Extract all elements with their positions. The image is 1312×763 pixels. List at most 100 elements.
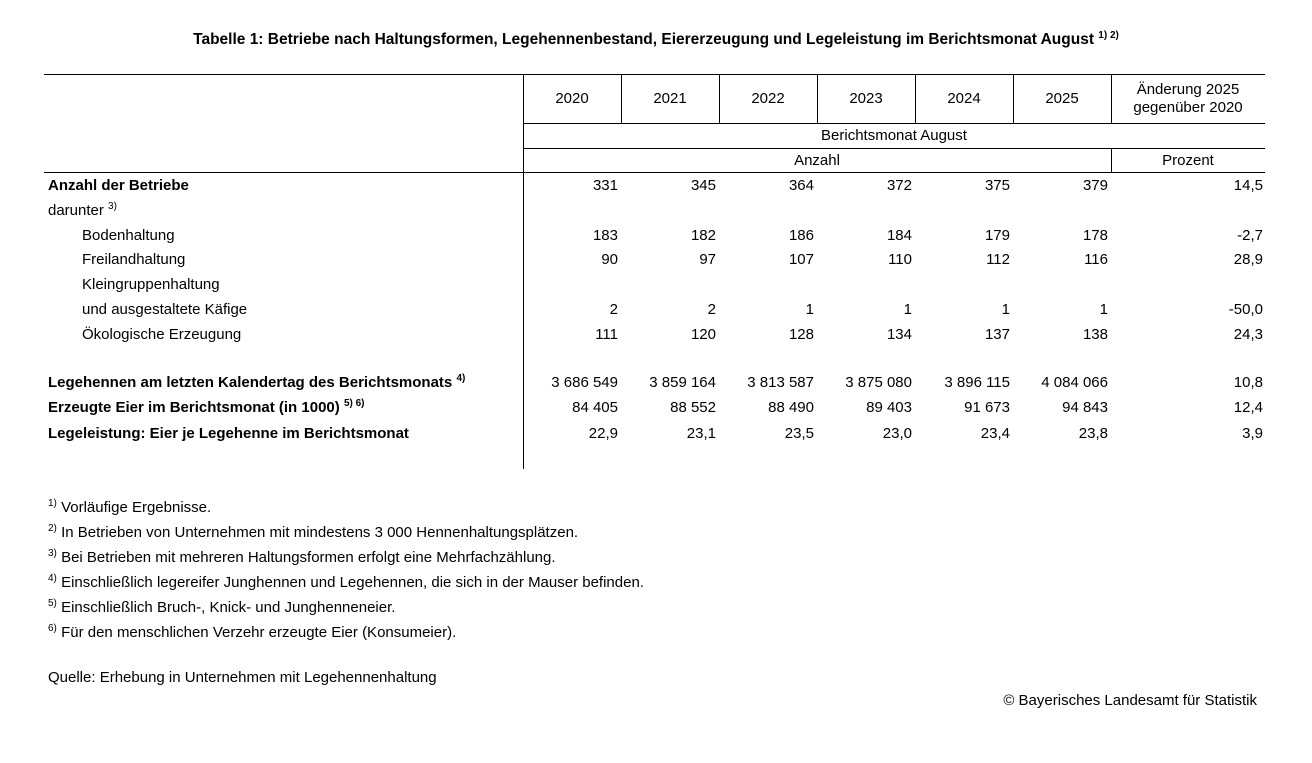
cell-value: 91 673 xyxy=(964,399,1010,416)
cell-value: 1 xyxy=(903,301,912,318)
cell-value: 137 xyxy=(984,326,1010,343)
table-row: Anzahl der Betriebe 331 345 364 372 375 379 14,… xyxy=(0,177,1312,202)
cell-value: 179 xyxy=(984,227,1010,244)
row-label-text: und ausgestaltete Käfige xyxy=(82,301,248,318)
cell-value: 3 896 115 xyxy=(944,374,1010,391)
cell-value: 111 xyxy=(595,326,618,343)
footnote-text: Einschließlich legereifer Junghennen und… xyxy=(61,574,644,591)
top-rule xyxy=(44,74,1265,75)
year-header: 2020 xyxy=(555,90,589,107)
footnote: 4) Einschließlich legereifer Junghennen … xyxy=(48,573,644,592)
change-value: 24,3 xyxy=(1233,326,1263,343)
row-label-text: darunter xyxy=(48,202,104,219)
header-rule-1 xyxy=(523,123,1265,124)
change-value: 3,9 xyxy=(1242,425,1263,442)
cell-value: 90 xyxy=(601,251,618,268)
footnote-number: 1) xyxy=(48,498,57,509)
change-value: 12,4 xyxy=(1233,399,1263,416)
footnote-text: Vorläufige Ergebnisse. xyxy=(61,499,212,516)
cell-value: 84 405 xyxy=(572,399,618,416)
cell-value: 23,5 xyxy=(784,425,814,442)
label-column-divider xyxy=(523,74,524,469)
cell-value: 88 490 xyxy=(768,399,814,416)
footnote-number: 2) xyxy=(48,523,57,534)
cell-value: 134 xyxy=(886,326,912,343)
cell-value: 23,0 xyxy=(882,425,912,442)
cell-value: 375 xyxy=(984,177,1010,194)
row-label-text: Ökologische Erzeugung xyxy=(82,326,242,343)
footnote-text: In Betrieben von Unternehmen mit mindest… xyxy=(61,524,579,541)
footnote-text: Für den menschlichen Verzehr erzeugte Ei… xyxy=(61,624,457,641)
cell-value: 120 xyxy=(690,326,716,343)
footnote: 5) Einschließlich Bruch-, Knick- und Jun… xyxy=(48,598,395,617)
row-label: darunter 3) xyxy=(48,202,117,220)
source-note: Quelle: Erhebung in Unternehmen mit Lege… xyxy=(48,669,437,686)
footnote: 1) Vorläufige Ergebnisse. xyxy=(48,498,212,517)
cell-value: 138 xyxy=(1082,326,1108,343)
period-header: Berichtsmonat August xyxy=(821,127,967,144)
footnote-number: 3) xyxy=(48,548,57,559)
change-header-line1: Änderung 2025 xyxy=(1136,81,1240,98)
change-value: 14,5 xyxy=(1233,177,1263,194)
year-header: 2021 xyxy=(653,90,687,107)
unit-divider xyxy=(1111,148,1112,172)
change-value: -2,7 xyxy=(1237,227,1263,244)
cell-value: 183 xyxy=(592,227,618,244)
year-divider xyxy=(621,74,622,123)
table-row: darunter 3) xyxy=(0,202,1312,227)
footnote-ref: 5) 6) xyxy=(343,398,365,409)
cell-value: 23,1 xyxy=(686,425,716,442)
cell-value: 2 xyxy=(609,301,618,318)
table-row: Kleingruppenhaltung xyxy=(0,276,1312,301)
row-label: und ausgestaltete Käfige xyxy=(82,301,247,318)
cell-value: 4 084 066 xyxy=(1041,374,1108,391)
row-label: Legehennen am letzten Kalendertag des Be… xyxy=(48,373,466,392)
year-header: 2024 xyxy=(947,90,981,107)
change-header-line2: gegenüber 2020 xyxy=(1133,99,1243,116)
table-row: Legehennen am letzten Kalendertag des Be… xyxy=(0,374,1312,399)
cell-value: 364 xyxy=(788,177,814,194)
cell-value: 1 xyxy=(1099,301,1108,318)
footnote-number: 5) xyxy=(48,598,57,609)
table-row: und ausgestaltete Käfige 2 2 1 1 1 1 -50,0 xyxy=(0,301,1312,326)
footnote-ref: 4) xyxy=(456,373,466,384)
footnote: 6) Für den menschlichen Verzehr erzeugte… xyxy=(48,624,457,642)
table-row: Erzeugte Eier im Berichtsmonat (in 1000)… xyxy=(0,399,1312,424)
footnote: 3) Bei Betrieben mit mehreren Haltungsfo… xyxy=(48,548,556,567)
table-row: Legeleistung: Eier je Legehenne im Beric… xyxy=(0,425,1312,450)
cell-value: 1 xyxy=(1001,301,1010,318)
cell-value: 2 xyxy=(707,301,716,318)
cell-value: 23,4 xyxy=(980,425,1010,442)
change-value: 28,9 xyxy=(1233,251,1263,268)
year-header: 2025 xyxy=(1045,90,1079,107)
cell-value: 331 xyxy=(592,177,618,194)
year-divider xyxy=(1013,74,1014,123)
row-label: Bodenhaltung xyxy=(82,227,175,244)
footnote-number: 4) xyxy=(48,573,57,584)
cell-value: 110 xyxy=(888,251,912,268)
cell-value: 184 xyxy=(886,227,912,244)
footnote: 2) In Betrieben von Unternehmen mit mind… xyxy=(48,523,579,542)
row-label-text: Legehennen am letzten Kalendertag des Be… xyxy=(48,374,453,391)
row-label: Anzahl der Betriebe xyxy=(48,177,189,194)
table-row: Ökologische Erzeugung 111 120 128 134 137 138 2… xyxy=(0,326,1312,351)
copyright: © Bayerisches Landesamt für Statistik xyxy=(1003,692,1257,709)
cell-value: 89 403 xyxy=(866,399,912,416)
cell-value: 345 xyxy=(690,177,716,194)
row-label-text: Erzeugte Eier im Berichtsmonat (in 1000) xyxy=(48,399,340,416)
footnote-text: Bei Betrieben mit mehreren Haltungsforme… xyxy=(61,549,556,566)
cell-value: 3 859 164 xyxy=(649,374,716,391)
cell-value: 379 xyxy=(1082,177,1108,194)
cell-value: 128 xyxy=(788,326,814,343)
header-bottom-rule xyxy=(44,172,1265,173)
table-row: Freilandhaltung 90 97 107 110 112 116 28,9 xyxy=(0,251,1312,276)
cell-value: 3 875 080 xyxy=(845,374,912,391)
cell-value: 3 686 549 xyxy=(551,374,618,391)
cell-value: 178 xyxy=(1082,227,1108,244)
cell-value: 22,9 xyxy=(588,425,618,442)
year-header: 2023 xyxy=(849,90,883,107)
row-label: Kleingruppenhaltung xyxy=(82,276,220,293)
unit-count-header: Anzahl xyxy=(794,152,840,169)
row-label: Legeleistung: Eier je Legehenne im Beric… xyxy=(48,425,409,442)
cell-value: 94 843 xyxy=(1062,399,1108,416)
